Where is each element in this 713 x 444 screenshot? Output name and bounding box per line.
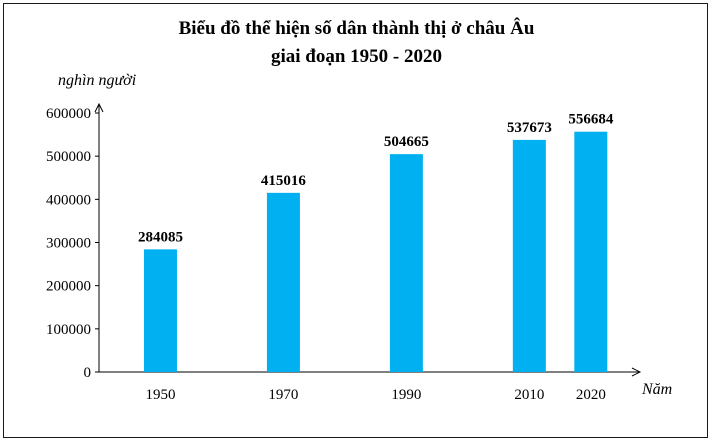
y-tick-label: 600000 — [46, 106, 91, 122]
bar — [266, 192, 300, 372]
x-tick-label: 1970 — [268, 387, 298, 403]
data-label: 556684 — [568, 112, 614, 128]
bar — [512, 139, 546, 372]
y-axis-arrow — [94, 102, 104, 113]
chart-subtitle: giai đoạn 1950 - 2020 — [270, 46, 443, 67]
x-axis-label: Năm — [642, 381, 673, 398]
data-label: 284085 — [138, 229, 183, 245]
y-tick-label: 100000 — [46, 322, 91, 338]
x-tick-label: 1950 — [145, 387, 175, 403]
bar — [389, 154, 423, 372]
x-axis-arrow — [631, 367, 642, 377]
y-tick-label: 0 — [84, 365, 92, 381]
y-tick-label: 300000 — [46, 236, 91, 252]
bar — [574, 131, 608, 372]
y-tick-label: 500000 — [46, 149, 91, 165]
data-label: 537673 — [507, 120, 552, 136]
data-label: 504665 — [384, 134, 429, 150]
chart-title: Biểu đồ thể hiện số dân thành thị ở châu… — [178, 18, 535, 39]
y-tick-label: 200000 — [46, 279, 91, 295]
x-tick-label: 2020 — [576, 387, 606, 403]
y-axis-label: nghìn người — [58, 72, 137, 89]
bar — [143, 249, 177, 372]
x-tick-label: 2010 — [514, 387, 544, 403]
data-label: 415016 — [261, 173, 307, 189]
y-tick-label: 400000 — [46, 192, 91, 208]
x-tick-label: 1990 — [391, 387, 421, 403]
